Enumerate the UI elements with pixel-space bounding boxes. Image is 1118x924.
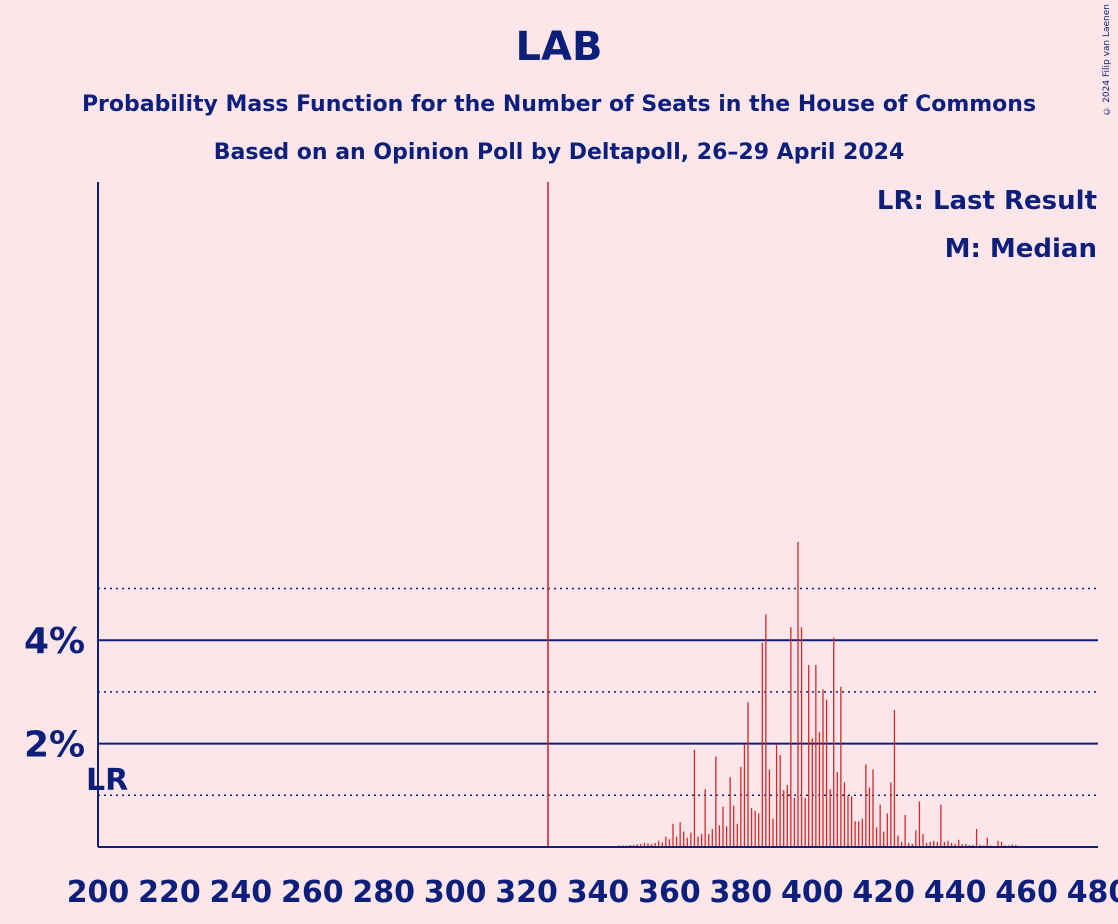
x-tick-label: 260 — [281, 875, 344, 910]
x-tick-label: 200 — [67, 875, 130, 910]
x-tick-label: 280 — [352, 875, 415, 910]
legend-median: M: Median — [945, 234, 1097, 264]
y-tick-label: 2% — [24, 725, 85, 766]
x-tick-label: 420 — [852, 875, 915, 910]
legend-last-result: LR: Last Result — [877, 186, 1097, 216]
x-tick-label: 340 — [567, 875, 630, 910]
y-tick-label: 4% — [24, 621, 85, 662]
x-tick-label: 460 — [995, 875, 1058, 910]
grid-lines — [98, 587, 1098, 797]
x-tick-label: 440 — [924, 875, 987, 910]
axes — [97, 182, 1098, 848]
x-tick-label: 300 — [424, 875, 487, 910]
last-result-label: LR — [86, 763, 128, 798]
tick-labels: 2% 4% 200 220 240 260 280 300 320 340 360 380 400 420… — [24, 621, 1118, 910]
x-tick-label: 240 — [210, 875, 273, 910]
x-tick-label: 400 — [781, 875, 844, 910]
chart-subtitle-line2: Based on an Opinion Poll by Deltapoll, 2… — [213, 140, 905, 165]
x-tick-label: 360 — [638, 875, 701, 910]
bar-series — [590, 541, 1063, 847]
x-tick-label: 220 — [138, 875, 201, 910]
x-tick-label: 480 — [1067, 875, 1118, 910]
x-tick-label: 320 — [495, 875, 558, 910]
chart-title: LAB — [515, 24, 603, 70]
chart-subtitle-line1: Probability Mass Function for the Number… — [81, 92, 1037, 117]
x-tick-label: 380 — [710, 875, 773, 910]
